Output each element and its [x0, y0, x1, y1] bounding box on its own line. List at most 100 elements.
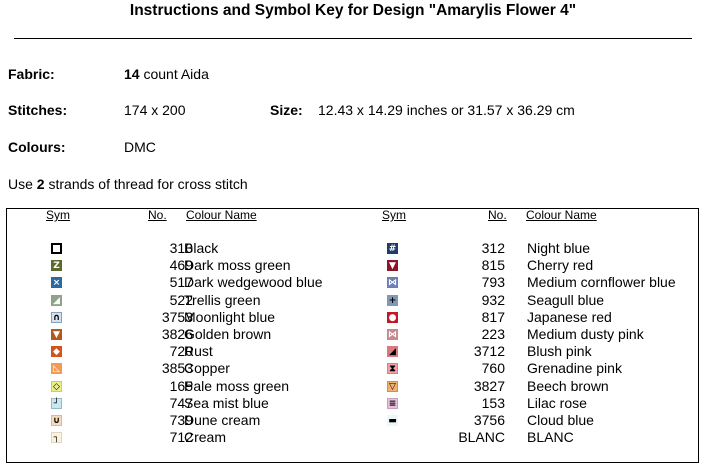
colour-name: Seagull blue	[527, 291, 605, 308]
thread-symbol-icon: ●	[387, 311, 398, 323]
thread-symbol-icon: ▼	[51, 329, 62, 340]
dmc-number: 747	[169, 394, 193, 411]
dmc-number: 712	[169, 429, 193, 446]
symbol-key-table	[6, 208, 699, 463]
symbol-key-row: BLANC BLANC	[0, 429, 706, 446]
thread-symbol-icon: #	[387, 243, 398, 254]
colour-name: Dark wedgewood blue	[184, 274, 323, 291]
stitches-value: 174 x 200	[124, 102, 186, 118]
fabric-value: 14 count Aida	[124, 66, 209, 82]
dmc-number: 3853	[161, 360, 193, 377]
colour-name: Sea mist blue	[184, 394, 269, 411]
colour-name: Dune cream	[184, 412, 261, 428]
symbol-key-row: ⋈ 223 Medium dusty pink	[0, 326, 706, 343]
dmc-number: 815	[481, 257, 505, 274]
size-value: 12.43 x 14.29 inches or 31.57 x 36.29 cm	[318, 102, 575, 118]
symbol-key-row: ∪ 739 Dune cream	[0, 412, 706, 429]
dmc-number: 3712	[473, 343, 505, 360]
symbol-key-row: ● 817 Japanese red	[0, 309, 706, 326]
dmc-number: 739	[169, 412, 193, 428]
stitches-label: Stitches:	[8, 102, 68, 118]
dmc-number: 223	[481, 326, 505, 342]
thread-symbol-icon: ▬	[387, 415, 398, 426]
size-label: Size:	[270, 102, 303, 118]
thread-symbol-icon: +	[387, 294, 398, 306]
fabric-label: Fabric:	[8, 66, 55, 82]
colour-name: Medium cornflower blue	[527, 274, 676, 291]
symbol-key-row: ◢ 522 Trellis green	[0, 292, 706, 309]
instruction-text: Use 2 strands of thread for cross stitch	[8, 176, 248, 192]
colour-name: Rust	[184, 343, 213, 360]
colour-name: BLANC	[527, 429, 574, 446]
colour-name: Cherry red	[527, 257, 594, 274]
page-title: Instructions and Symbol Key for Design "…	[129, 2, 577, 19]
thread-symbol-icon: ⧗	[387, 363, 398, 375]
thread-symbol-icon: ◢	[51, 294, 62, 306]
colour-name: Lilac rose	[527, 394, 587, 411]
colour-name: Beech brown	[527, 377, 609, 394]
dmc-number: 522	[169, 291, 193, 308]
dmc-number: 153	[481, 394, 505, 411]
instruction-post: strands of thread for cross stitch	[44, 176, 248, 192]
symbol-key-row: #312 Night blue	[0, 240, 706, 257]
dmc-number: 312	[481, 240, 505, 256]
dmc-number: 720	[169, 343, 193, 360]
dmc-number: 793	[481, 274, 505, 291]
symbol-key-row: ┘ 747 Sea mist blue	[0, 395, 706, 412]
symbol-key-row: ⋈ 793 Medium cornflower blue	[0, 274, 706, 291]
header-sym-left: Sym	[46, 208, 70, 222]
fabric-type: count Aida	[139, 66, 209, 82]
colour-name: Cloud blue	[527, 412, 594, 428]
header-no-left: No.	[148, 208, 167, 222]
header-no-right: No.	[488, 208, 507, 222]
thread-symbol-icon: ×	[51, 277, 62, 289]
colour-name: Medium dusty pink	[527, 326, 644, 342]
symbol-key-row: × 517 Dark wedgewood blue	[0, 274, 706, 291]
colours-label: Colours:	[8, 139, 66, 155]
symbol-key-row: ◆ 720 Rust	[0, 343, 706, 360]
symbol-key-row: ◺ 3853 Copper	[0, 360, 706, 377]
dmc-number: 3826	[161, 326, 193, 342]
thread-symbol-icon: ◺	[51, 363, 62, 375]
dmc-number: 165	[169, 377, 193, 394]
thread-symbol-icon: ┘	[51, 397, 62, 409]
dmc-number: BLANC	[458, 429, 505, 446]
symbol-key-row: ◇ 165 Pale moss green	[0, 378, 706, 395]
colour-name: Cream	[184, 429, 227, 446]
colour-name: Moonlight blue	[184, 308, 276, 325]
symbol-key-row: +932 Seagull blue	[0, 292, 706, 309]
symbol-key-row: ▽ 3827 Beech brown	[0, 378, 706, 395]
instruction-pre: Use	[8, 176, 37, 192]
thread-symbol-icon: ⋈	[387, 277, 398, 289]
dmc-number: 517	[169, 274, 193, 291]
colour-name: Blush pink	[527, 343, 592, 360]
title-underline	[14, 38, 692, 39]
symbol-key-row: ▬ 3756 Cloud blue	[0, 412, 706, 429]
symbol-key-row: ≡ 153 Lilac rose	[0, 395, 706, 412]
header-name-left: Colour Name	[186, 208, 257, 222]
thread-symbol-icon: ◢	[387, 346, 398, 358]
colour-name: Black	[184, 240, 219, 256]
symbol-key-row: ◢ 3712 Blush pink	[0, 343, 706, 360]
colours-value: DMC	[124, 139, 156, 155]
colour-name: Grenadine pink	[527, 360, 622, 377]
dmc-number: 932	[481, 291, 505, 308]
fabric-count: 14	[124, 66, 140, 82]
header-sym-right: Sym	[382, 208, 406, 222]
thread-symbol-icon: ▼	[387, 260, 398, 272]
strand-count: 2	[36, 176, 45, 192]
thread-symbol-icon: ∩	[51, 311, 62, 323]
dmc-number: 3756	[473, 412, 505, 428]
thread-symbol-icon: ≡	[387, 397, 398, 409]
colour-name: Trellis green	[184, 291, 261, 308]
thread-symbol-icon	[51, 243, 62, 254]
symbol-key-row: ⧗ 760 Grenadine pink	[0, 360, 706, 377]
symbol-key-row: ┐ 712 Cream	[0, 429, 706, 446]
thread-symbol-icon: ◇	[51, 380, 62, 392]
thread-symbol-icon: ▽	[387, 380, 398, 392]
dmc-number: 3753	[161, 308, 193, 325]
dmc-number: 760	[481, 360, 505, 377]
colour-name: Japanese red	[527, 308, 612, 325]
dmc-number: 3827	[473, 377, 505, 394]
thread-symbol-icon: ∪	[51, 415, 62, 426]
